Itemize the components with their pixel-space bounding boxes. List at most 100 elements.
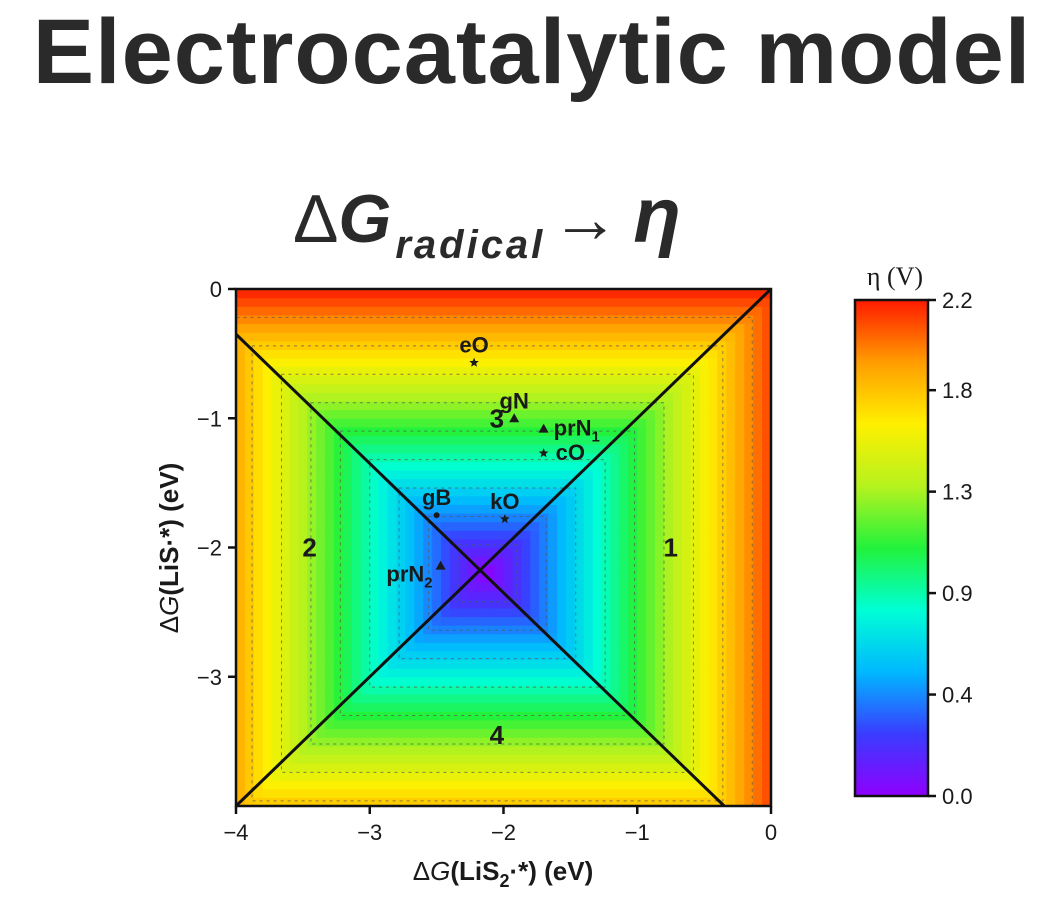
heatmap-cell — [735, 452, 745, 462]
heatmap-cell — [396, 469, 407, 480]
heatmap-cell — [280, 693, 291, 704]
heatmap-cell — [726, 409, 736, 419]
heatmap-cell — [414, 392, 424, 402]
heatmap-cell — [458, 797, 469, 806]
heatmap-cell — [360, 513, 371, 523]
heatmap-cell — [405, 762, 415, 773]
heatmap-cell — [646, 392, 656, 402]
heatmap-cell — [414, 513, 424, 523]
heatmap-cell — [708, 530, 719, 540]
heatmap-cell — [539, 366, 549, 376]
heatmap-cell — [628, 409, 638, 419]
heatmap-cell — [646, 340, 656, 350]
heatmap-cell — [610, 452, 621, 462]
heatmap-cell — [244, 461, 255, 471]
heatmap-cell — [387, 469, 398, 480]
heatmap-cell — [726, 435, 736, 445]
heatmap-cell — [396, 349, 407, 359]
heatmap-cell — [726, 702, 736, 712]
heatmap-cell — [557, 607, 567, 618]
heatmap-cell — [414, 444, 424, 454]
heatmap-cell — [494, 426, 505, 437]
heatmap-cell — [672, 297, 683, 307]
heatmap-cell — [325, 452, 335, 462]
heatmap-cell — [325, 323, 335, 333]
heatmap-cell — [619, 676, 629, 686]
heatmap-cell — [601, 435, 612, 445]
heatmap-cell — [753, 685, 763, 695]
heatmap-cell — [574, 289, 585, 299]
heatmap-cell — [753, 745, 763, 755]
heatmap-cell — [334, 409, 344, 419]
y-axis-label: ΔG(LiS·*) (eV) — [154, 463, 184, 634]
heatmap-cell — [325, 357, 335, 368]
heatmap-cell — [236, 297, 246, 307]
heatmap-cell — [378, 349, 389, 359]
heatmap-cell — [441, 693, 451, 704]
heatmap-cell — [494, 357, 505, 368]
heatmap-cell — [494, 780, 505, 790]
heatmap-cell — [423, 650, 433, 661]
heatmap-cell — [672, 659, 683, 669]
heatmap-cell — [405, 366, 415, 376]
heatmap-cell — [646, 771, 656, 781]
heatmap-cell — [592, 590, 603, 600]
heatmap-cell — [387, 306, 398, 316]
heatmap-cell — [450, 573, 460, 583]
heatmap-cell — [396, 435, 407, 445]
heatmap-cell — [307, 625, 317, 635]
heatmap-cell — [360, 495, 371, 506]
heatmap-cell — [664, 426, 674, 437]
heatmap-cell — [343, 383, 353, 393]
heatmap-cell — [432, 754, 442, 764]
heatmap-cell — [405, 780, 415, 790]
heatmap-cell — [753, 452, 763, 462]
heatmap-cell — [343, 538, 353, 549]
heatmap-cell — [690, 676, 701, 686]
heatmap-cell — [503, 573, 514, 583]
heatmap-cell — [672, 314, 683, 325]
heatmap-cell — [539, 340, 549, 350]
heatmap-cell — [307, 513, 317, 523]
heatmap-cell — [494, 461, 505, 471]
heatmap-cell — [726, 357, 736, 368]
heatmap-cell — [565, 323, 576, 333]
heatmap-cell — [414, 754, 424, 764]
heatmap-cell — [557, 426, 567, 437]
heatmap-cell — [583, 418, 594, 428]
heatmap-cell — [628, 564, 638, 574]
heatmap-cell — [369, 693, 380, 704]
heatmap-cell — [458, 306, 469, 316]
heatmap-cell — [280, 625, 291, 635]
heatmap-cell — [512, 452, 522, 462]
heatmap-cell — [699, 392, 710, 402]
heatmap-cell — [396, 711, 407, 721]
heatmap-cell — [574, 607, 585, 618]
heatmap-cell — [476, 685, 487, 695]
heatmap-cell — [699, 780, 710, 790]
heatmap-cell — [253, 401, 264, 411]
heatmap-cell — [592, 797, 603, 806]
heatmap-cell — [503, 452, 514, 462]
heatmap-cell — [655, 659, 665, 669]
heatmap-cell — [423, 788, 433, 798]
heatmap-cell — [565, 332, 576, 342]
heatmap — [236, 289, 771, 806]
heatmap-cell — [646, 599, 656, 609]
heatmap-cell — [664, 521, 674, 531]
heatmap-cell — [307, 737, 317, 747]
heatmap-cell — [530, 357, 540, 368]
heatmap-cell — [735, 702, 745, 712]
data-point-label: cO — [556, 440, 585, 465]
heatmap-cell — [574, 349, 585, 359]
heatmap-cell — [432, 332, 442, 342]
heatmap-cell — [557, 616, 567, 626]
heatmap-cell — [672, 625, 683, 635]
heatmap-cell — [334, 762, 344, 773]
heatmap-cell — [557, 625, 567, 635]
heatmap-cell — [467, 633, 478, 643]
heatmap-cell — [253, 469, 264, 480]
heatmap-cell — [583, 556, 594, 566]
heatmap-cell — [441, 633, 451, 643]
heatmap-cell — [762, 702, 771, 712]
